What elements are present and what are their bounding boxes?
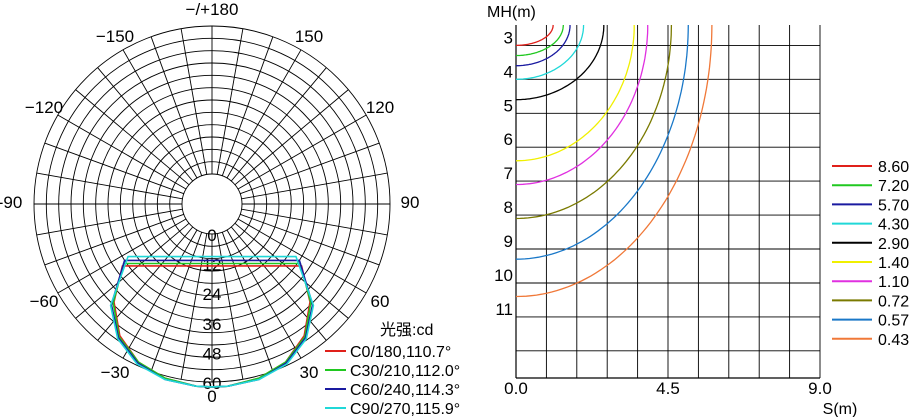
- polar-spoke: [57, 114, 187, 190]
- polar-spoke: [221, 36, 274, 176]
- contour-legend-label: 5.70: [878, 197, 909, 214]
- polar-spoke: [75, 222, 190, 319]
- contour-legend-label: 0.57: [878, 313, 909, 330]
- polar-spoke: [180, 233, 208, 380]
- polar-spoke: [237, 218, 367, 294]
- contour-legend-label: 2.90: [878, 236, 909, 253]
- polar-spoke: [216, 233, 244, 380]
- contour-line: [516, 25, 649, 186]
- polar-spoke: [237, 114, 367, 190]
- polar-spoke: [150, 36, 203, 176]
- polar-spoke: [97, 226, 194, 341]
- polar-angle-label: 30: [300, 363, 319, 382]
- contour-line: [516, 24, 554, 47]
- isolux-contour-chart: 3 4 5 6 7 8 9 10 11 0.0 4.5 9.0 MH(m) S(m) 8.60 7.20 5.7…: [487, 4, 909, 417]
- contour-y-tick: 9: [504, 232, 513, 251]
- polar-legend: 光强:cd C0/180,110.7° C30/210,112.0° C60/240,…: [325, 321, 460, 417]
- contour-y-tick: 7: [504, 164, 513, 183]
- polar-spoke: [221, 232, 274, 372]
- polar-spoke: [44, 213, 184, 266]
- polar-angle-label: −150: [96, 27, 134, 46]
- polar-angle-label: 150: [295, 27, 323, 46]
- polar-spoke: [36, 172, 183, 200]
- polar-angle-label: −30: [101, 363, 130, 382]
- contour-line: [515, 25, 605, 101]
- polar-spoke: [97, 67, 194, 182]
- polar-angle-label: -90: [0, 193, 22, 212]
- polar-spoke: [122, 49, 198, 179]
- contour-legend: 8.60 7.20 5.70 4.30 2.90 1.40 1.10 0.72 0.57 0.43: [832, 159, 909, 349]
- contour-y-tick: 10: [494, 266, 513, 285]
- polar-legend-label: C30/210,112.0°: [350, 363, 460, 380]
- polar-radial-tick: 24: [203, 285, 222, 304]
- polar-legend-label: C60/240,114.3°: [350, 382, 460, 399]
- polar-legend-label: C90/270,115.9°: [350, 401, 460, 417]
- polar-spoke: [230, 226, 327, 341]
- polar-radial-tick: 0: [207, 226, 216, 245]
- polar-spoke: [226, 229, 302, 359]
- polar-angle-label: 0: [207, 387, 216, 406]
- polar-spoke: [180, 28, 208, 175]
- polar-spoke: [216, 28, 244, 175]
- polar-angle-label: −60: [30, 292, 59, 311]
- polar-spoke: [230, 67, 327, 182]
- contour-legend-label: 8.60: [878, 159, 909, 176]
- contour-line: [516, 24, 585, 80]
- polar-series-line: [109, 255, 315, 388]
- contour-legend-label: 0.72: [878, 293, 909, 310]
- contour-line: [515, 24, 673, 220]
- contour-line: [515, 25, 635, 162]
- polar-spoke: [240, 213, 380, 266]
- contour-y-tick: 8: [504, 198, 513, 217]
- contour-x-tick: 0.0: [504, 379, 528, 398]
- contour-legend-label: 1.40: [878, 255, 909, 272]
- contour-y-tick: 4: [504, 62, 513, 81]
- polar-spoke: [234, 222, 349, 319]
- contour-legend-label: 1.10: [878, 274, 909, 291]
- polar-spoke: [241, 172, 388, 200]
- polar-spoke: [241, 208, 388, 236]
- polar-angle-label: 120: [366, 98, 394, 117]
- contour-y-tick: 11: [495, 300, 513, 319]
- polar-ring: [181, 173, 243, 235]
- polar-spoke: [234, 89, 349, 186]
- contour-legend-label: 4.30: [878, 217, 909, 234]
- polar-angle-label: −120: [25, 98, 63, 117]
- polar-spoke: [226, 49, 302, 179]
- contour-line: [515, 24, 689, 260]
- contour-x-axis-label: S(m): [823, 401, 858, 417]
- contour-line: [516, 25, 571, 67]
- polar-radial-tick: 48: [203, 344, 222, 363]
- polar-spoke: [240, 142, 380, 195]
- polar-angle-label: 60: [371, 292, 390, 311]
- polar-spoke: [44, 142, 184, 195]
- polar-angle-label: 90: [401, 193, 420, 212]
- polar-legend-title: 光强:cd: [380, 321, 433, 339]
- contour-y-tick: 6: [504, 130, 513, 149]
- contour-x-tick: 4.5: [656, 379, 680, 398]
- polar-spoke: [150, 232, 203, 372]
- polar-spoke: [57, 218, 187, 294]
- contour-x-tick: 9.0: [808, 379, 832, 398]
- polar-intensity-chart: −/+180−150 150−120 120-90 90−60 60−30 3000122…: [0, 0, 460, 417]
- contour-legend-label: 7.20: [878, 178, 909, 195]
- polar-spoke: [36, 208, 183, 236]
- polar-legend-label: C0/180,110.7°: [350, 344, 451, 361]
- contour-legend-label: 0.43: [878, 332, 909, 349]
- polar-spoke: [75, 89, 190, 186]
- contour-y-tick: 5: [504, 96, 513, 115]
- contour-line: [516, 25, 564, 57]
- polar-radial-tick: 36: [203, 315, 222, 334]
- contour-y-tick: 3: [504, 28, 513, 47]
- contour-line: [515, 24, 713, 298]
- polar-spoke: [122, 229, 198, 359]
- polar-angle-label: −/+180: [186, 0, 239, 19]
- contour-y-axis-label: MH(m): [487, 4, 536, 21]
- polar-radial-tick: 60: [203, 374, 222, 393]
